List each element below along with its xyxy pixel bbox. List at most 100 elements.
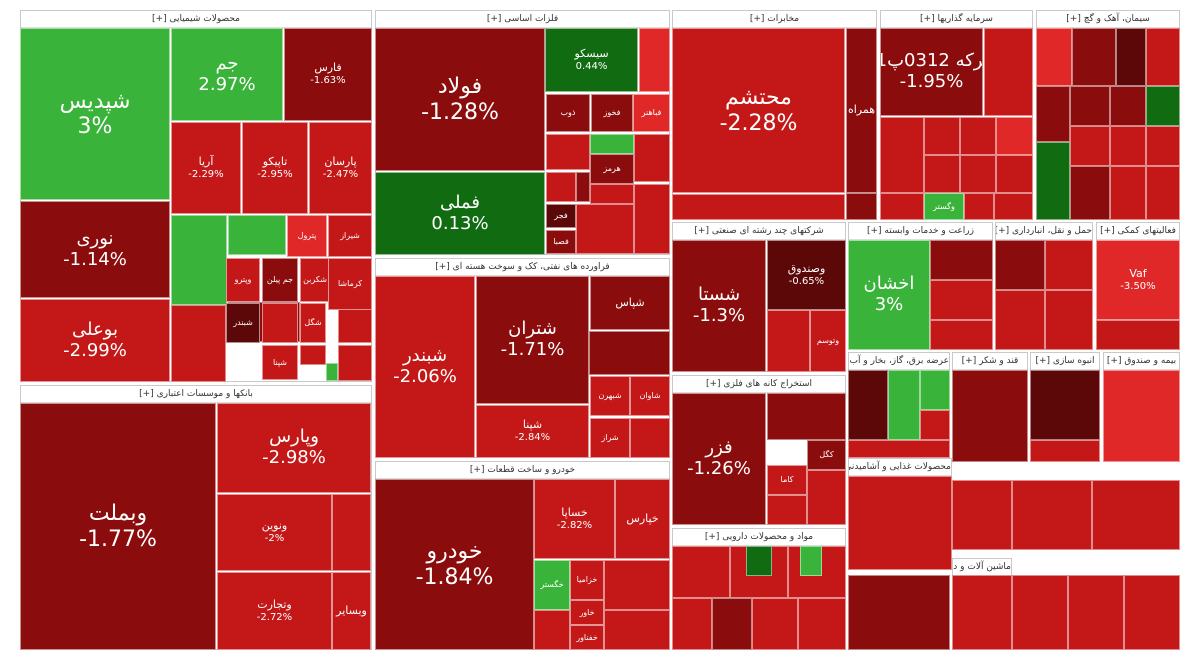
treemap-cell[interactable] [1124,575,1180,650]
treemap-cell[interactable] [672,546,730,598]
stock-tile[interactable]: شتران -1.71% [476,276,589,404]
sector-title[interactable]: فراورده های نفتی، کک و سوخت هسته ای [+] [376,259,669,276]
treemap-cell[interactable] [880,117,924,193]
treemap-cell[interactable] [1068,575,1124,650]
treemap-cell[interactable] [326,363,338,381]
stock-tile[interactable]: ونوین -2% [217,494,332,571]
stock-tile[interactable]: فصبا [546,230,576,254]
treemap-cell[interactable] [960,155,996,193]
treemap-cell[interactable] [300,345,326,365]
treemap-cell[interactable] [604,610,670,650]
treemap-cell[interactable] [338,345,372,381]
treemap-cell[interactable] [848,440,950,458]
treemap-cell[interactable] [984,28,1033,116]
treemap-cell[interactable] [262,303,298,343]
treemap-cell[interactable] [546,134,590,170]
stock-tile[interactable]: خاور [570,600,604,625]
treemap-cell[interactable] [1012,575,1068,650]
treemap-cell[interactable] [1110,86,1146,126]
treemap-cell[interactable] [995,240,1045,290]
treemap-cell[interactable] [995,290,1045,350]
stock-tile[interactable]: شاوان [630,376,670,416]
treemap-cell[interactable] [1070,126,1110,166]
stock-tile[interactable]: شپنا [262,345,298,380]
stock-tile[interactable]: وگستر [924,193,964,220]
stock-tile[interactable]: Vaf -3.50% [1096,240,1180,320]
stock-tile[interactable]: پترول [287,215,327,257]
treemap-cell[interactable] [746,546,772,576]
stock-tile[interactable]: خساپا -2.82% [534,479,615,559]
treemap-cell[interactable] [964,193,994,220]
stock-tile[interactable]: شیراز [328,215,372,257]
treemap-cell[interactable] [1103,370,1180,462]
treemap-cell[interactable] [630,418,670,458]
stock-tile[interactable]: جم پیلن [262,258,298,302]
stock-tile[interactable]: کرماشا [328,258,372,310]
sector-title[interactable]: ماشین آلات و دستگاه [+] [953,559,1011,576]
stock-tile[interactable]: فخوز [591,94,633,132]
treemap-cell[interactable] [1110,126,1146,166]
treemap-cell[interactable] [1030,440,1100,462]
stock-tile[interactable]: کاما [767,465,807,495]
stock-tile[interactable]: شبندر -2.06% [375,276,475,458]
stock-tile[interactable]: وتجارت -2.72% [217,572,332,650]
stock-tile[interactable]: فزر -1.26% [672,393,766,525]
treemap-cell[interactable] [1146,126,1180,166]
treemap-cell[interactable] [590,184,634,204]
treemap-cell[interactable] [952,575,1012,650]
stock-tile[interactable]: فولاد -1.28% [375,28,545,171]
treemap-cell[interactable] [1045,240,1093,290]
stock-tile[interactable]: شستا -1.3% [672,240,766,372]
treemap-cell[interactable] [672,194,845,220]
sector-title[interactable]: فلزات اساسی [+] [376,11,669,28]
stock-tile[interactable]: جم 2.97% [171,28,283,121]
stock-tile[interactable]: وپارس -2.98% [217,403,371,493]
stock-tile[interactable]: خزامیا [570,560,604,600]
stock-tile[interactable]: سیسکو 0.44% [545,28,638,92]
stock-tile[interactable]: وبسایر [332,572,371,650]
treemap-cell[interactable] [672,598,712,650]
stock-tile[interactable]: وپترو [226,258,260,302]
treemap-cell[interactable] [767,310,810,372]
sector-title[interactable]: استخراج کانه های فلزی [+] [673,376,845,393]
sector-title[interactable]: انبوه سازی [+] [1031,353,1099,370]
stock-tile[interactable]: شکربن [300,258,330,302]
sector-title[interactable]: زراعت و خدمات وابسته [+] [849,223,992,240]
stock-tile[interactable]: کگل [807,440,846,470]
treemap-cell[interactable] [952,370,1028,462]
treemap-cell[interactable] [798,598,846,650]
stock-tile[interactable]: شگل [300,303,326,343]
treemap-cell[interactable] [1036,142,1070,220]
treemap-cell[interactable] [712,598,752,650]
treemap-cell[interactable] [590,134,634,154]
treemap-cell[interactable] [634,134,670,182]
stock-tile[interactable]: وصندوق -0.65% [767,240,846,310]
stock-tile[interactable]: خودرو -1.84% [375,479,534,650]
treemap-cell[interactable] [752,598,798,650]
sector-title[interactable]: فعالیتهای کمکی [+] [1097,223,1179,240]
stock-tile[interactable]: همراه [846,28,877,193]
treemap-cell[interactable] [1036,86,1070,142]
treemap-cell[interactable] [589,331,670,375]
treemap-cell[interactable] [576,172,590,202]
treemap-cell[interactable] [930,280,993,320]
treemap-cell[interactable] [1045,290,1093,350]
stock-tile[interactable]: اخشان 3% [848,240,930,350]
sector-title[interactable]: خودرو و ساخت قطعات [+] [376,462,669,479]
stock-tile[interactable]: نوری -1.14% [20,201,170,298]
stock-tile[interactable]: خگستر [534,560,570,610]
treemap-cell[interactable] [604,560,670,610]
treemap-cell[interactable] [1146,86,1180,126]
treemap-cell[interactable] [171,305,226,382]
stock-tile[interactable]: خفناور [570,625,604,650]
treemap-cell[interactable] [952,480,1012,550]
treemap-cell[interactable] [996,155,1033,193]
stock-tile[interactable]: شبهرن [590,376,630,416]
stock-tile[interactable]: شپاس [590,276,670,330]
treemap-cell[interactable] [807,470,846,525]
treemap-cell[interactable] [930,240,993,280]
stock-tile[interactable]: فملی 0.13% [375,172,545,255]
stock-tile[interactable]: فباهنر [633,94,670,132]
treemap-cell[interactable] [848,476,952,570]
treemap-cell[interactable] [1072,28,1116,86]
